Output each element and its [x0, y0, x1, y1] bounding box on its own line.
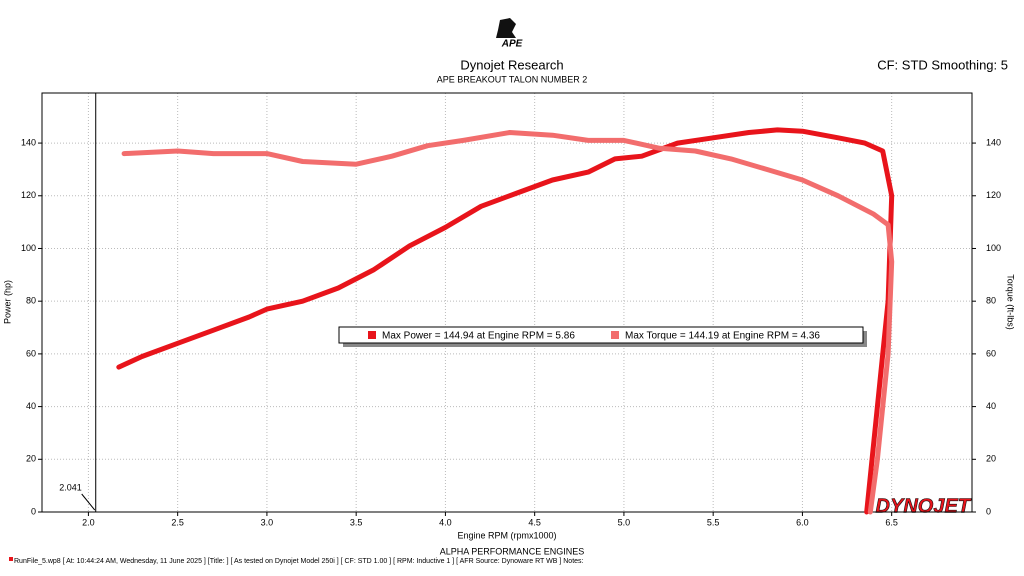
logo-text: APE [501, 39, 523, 50]
y-tick-label: 80 [26, 296, 36, 306]
settings-text: CF: STD Smoothing: 5 [877, 57, 1008, 72]
logo: APE [496, 18, 523, 50]
footer: ALPHA PERFORMANCE ENGINES [440, 546, 585, 556]
legend-swatch [611, 331, 619, 339]
chart-subtitle: APE BREAKOUT TALON NUMBER 2 [437, 74, 588, 84]
y-tick-label: 100 [21, 243, 36, 253]
y2-tick-label: 80 [986, 296, 996, 306]
x-tick-label: 4.5 [528, 517, 541, 527]
run-marker [9, 557, 13, 561]
cursor-arrow [81, 493, 96, 511]
x-tick-label: 3.0 [261, 517, 274, 527]
x-tick-label: 3.5 [350, 517, 363, 527]
y2-tick-label: 0 [986, 506, 991, 516]
y-tick-label: 40 [26, 401, 36, 411]
x-tick-label: 5.5 [707, 517, 720, 527]
y-tick-label: 60 [26, 348, 36, 358]
y2-tick-label: 40 [986, 401, 996, 411]
chart-title: Dynojet Research [460, 57, 563, 72]
watermark: DYNOJET [876, 495, 972, 517]
x-tick-label: 2.5 [171, 517, 184, 527]
legend: Max Power = 144.94 at Engine RPM = 5.86 M… [338, 326, 867, 347]
y-tick-label: 120 [21, 190, 36, 200]
plot-frame [41, 92, 973, 513]
legend-swatch [368, 331, 376, 339]
series-line [116, 127, 895, 515]
cursor-label: 2.041 [59, 482, 82, 492]
y-tick-label: 20 [26, 454, 36, 464]
run-info: RunFile_5.wp8 [ At: 10:44:24 AM, Wednesd… [14, 558, 584, 565]
x-tick-label: 6.0 [796, 517, 809, 527]
y2-axis-label: Torque (ft-lbs) [1006, 274, 1016, 330]
x-tick-label: 4.0 [439, 517, 452, 527]
y-tick-label: 0 [31, 506, 36, 516]
x-tick-label: 6.5 [885, 517, 898, 527]
logo-icon [496, 18, 516, 38]
legend-label: Max Torque = 144.19 at Engine RPM = 4.36 [625, 331, 820, 342]
legend-label: Max Power = 144.94 at Engine RPM = 5.86 [382, 331, 575, 342]
y2-tick-label: 20 [986, 454, 996, 464]
y2-tick-label: 100 [986, 243, 1001, 253]
y2-tick-label: 60 [986, 348, 996, 358]
x-tick-label: 5.0 [618, 517, 631, 527]
legend-box [338, 326, 864, 344]
x-tick-label: 2.0 [82, 517, 95, 527]
y2-tick-label: 140 [986, 137, 1001, 147]
y-tick-label: 140 [21, 137, 36, 147]
y2-tick-label: 120 [986, 190, 1001, 200]
y-axis-label: Power (hp) [2, 280, 12, 324]
series-line [121, 130, 895, 515]
x-axis-label: Engine RPM (rpmx1000) [457, 530, 556, 540]
